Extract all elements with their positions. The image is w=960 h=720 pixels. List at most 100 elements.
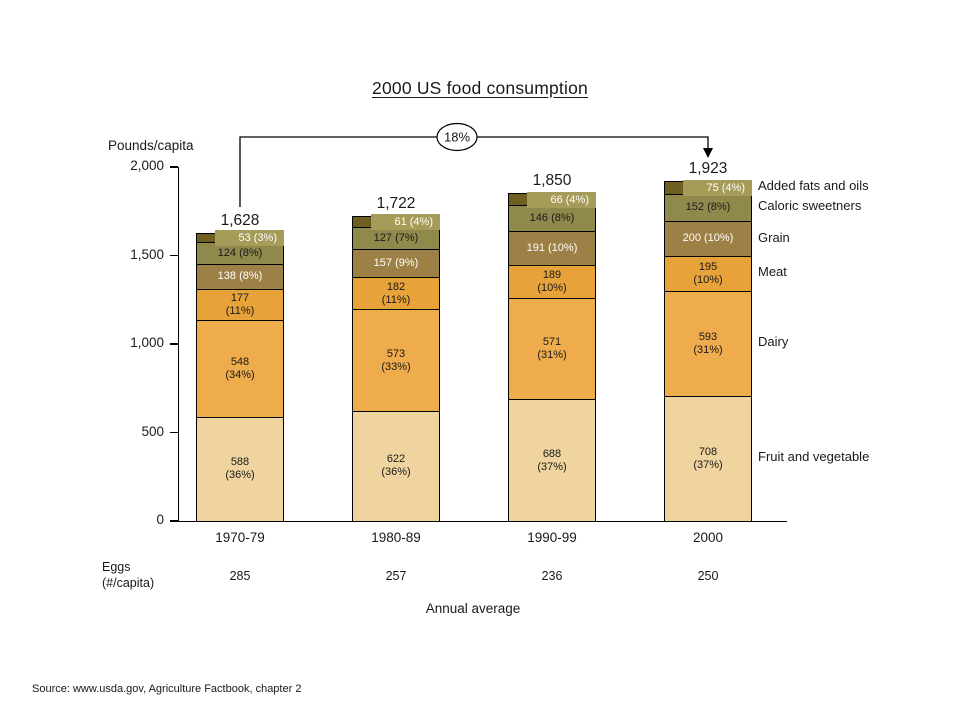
- segment-label: 571: [542, 336, 562, 349]
- segment-label: 622: [386, 453, 406, 466]
- bar: 66 (4%) 146 (8%) 191 (10%) 189 (10%) 571 (31%)…: [508, 191, 596, 522]
- y-tick-label: 2,000: [130, 158, 164, 173]
- bar-segment: 191 (10%): [508, 230, 596, 266]
- segment-label: 573: [386, 347, 406, 360]
- bar-segment: 573 (33%): [352, 309, 440, 412]
- segment-label: 152 (8%): [685, 201, 731, 214]
- y-tick-mark: [170, 254, 178, 257]
- legend-label: Fruit and vegetable: [758, 449, 870, 465]
- arrowhead-icon: [703, 148, 713, 158]
- segment-label: 61 (4%): [371, 214, 440, 231]
- x-axis-label: Annual average: [425, 601, 521, 616]
- legend-label: Caloric sweetners: [758, 198, 862, 214]
- segment-label: 688: [542, 447, 562, 460]
- segment-label: 124 (8%): [217, 247, 263, 260]
- chart-title: 2000 US food consumption: [0, 78, 960, 99]
- bar-segment: 75 (4%): [664, 179, 752, 196]
- bar: 61 (4%) 127 (7%) 157 (9%) 182 (11%) 573 (33%) 6…: [352, 214, 440, 522]
- y-tick-label: 0: [156, 512, 164, 527]
- bar-segment: 138 (8%): [196, 264, 284, 290]
- segment-label: (37%): [537, 460, 567, 473]
- segment-label: 593: [698, 330, 718, 343]
- bar: 53 (3%) 124 (8%) 138 (8%) 177 (11%) 548 (34%) 5…: [196, 230, 284, 522]
- eggs-value: 257: [385, 569, 407, 583]
- eggs-row-label: Eggs (#/capita): [102, 559, 154, 591]
- y-tick-mark: [170, 520, 178, 522]
- bar-segment: 200 (10%): [664, 220, 752, 258]
- segment-label: 708: [698, 445, 718, 458]
- x-category-label: 1970-79: [215, 530, 265, 545]
- segment-label: (31%): [693, 343, 723, 356]
- segment-label: (36%): [381, 466, 411, 479]
- segment-label: (36%): [225, 469, 255, 482]
- segment-label: 548: [230, 355, 250, 368]
- y-tick-mark: [170, 343, 178, 345]
- segment-label: (34%): [225, 368, 255, 381]
- segment-label: 200 (10%): [682, 232, 734, 245]
- total-label: 1,923: [688, 159, 728, 177]
- segment-label: (11%): [381, 293, 411, 306]
- chart-title-text: 2000 US food consumption: [372, 78, 588, 98]
- bar-segment: 53 (3%): [196, 230, 284, 247]
- y-axis-line: [177, 167, 179, 521]
- segment-label: 182: [386, 280, 406, 293]
- bar-segment: 152 (8%): [664, 193, 752, 222]
- eggs-value: 250: [697, 569, 719, 583]
- bar-segment: 688 (37%): [508, 399, 596, 522]
- bar-segment: 157 (9%): [352, 249, 440, 279]
- eggs-row-label-line1: Eggs: [102, 560, 131, 574]
- segment-label: 53 (3%): [215, 230, 284, 247]
- y-tick-label: 1,000: [130, 335, 164, 350]
- segment-label: (37%): [693, 458, 723, 471]
- bar-segment: 61 (4%): [352, 214, 440, 231]
- bar-segment: 182 (11%): [352, 277, 440, 311]
- segment-label: 191 (10%): [526, 241, 578, 254]
- eggs-value: 236: [541, 569, 563, 583]
- segment-label: 66 (4%): [527, 191, 596, 208]
- segment-label: 138 (8%): [217, 270, 263, 283]
- segment-label: (11%): [225, 304, 255, 317]
- segment-label: 146 (8%): [529, 211, 575, 224]
- segment-label: 157 (9%): [373, 257, 419, 270]
- bar-segment: 195 (10%): [664, 256, 752, 292]
- segment-label: 177: [230, 291, 250, 304]
- y-axis-label: Pounds/capita: [108, 138, 194, 153]
- bar: 75 (4%) 152 (8%) 200 (10%) 195 (10%) 593 (31%)…: [664, 179, 752, 522]
- bar-segment: 127 (7%): [352, 227, 440, 251]
- bar-segment: 593 (31%): [664, 290, 752, 397]
- bar-segment: 189 (10%): [508, 264, 596, 300]
- bar-segment: 146 (8%): [508, 205, 596, 232]
- legend-label: Added fats and oils: [758, 178, 869, 194]
- bar-segment: 588 (36%): [196, 416, 284, 522]
- segment-label: 127 (7%): [373, 232, 419, 245]
- bar-segment: 708 (37%): [664, 395, 752, 522]
- total-label: 1,850: [532, 172, 572, 190]
- y-tick-label: 1,500: [130, 246, 164, 262]
- y-tick-label: 500: [141, 423, 164, 439]
- x-category-label: 1980-89: [371, 530, 421, 545]
- source-note: Source: www.usda.gov, Agriculture Factbo…: [32, 683, 302, 695]
- legend-label: Grain: [758, 229, 790, 245]
- segment-label: 189: [542, 268, 562, 281]
- x-axis-line: [177, 520, 787, 522]
- total-label: 1,628: [220, 211, 260, 229]
- y-tick-mark: [170, 166, 178, 168]
- trend-annotation: 18%: [444, 130, 470, 145]
- total-label: 1,722: [376, 195, 416, 213]
- segment-label: (10%): [537, 281, 567, 294]
- eggs-value: 285: [229, 569, 251, 583]
- segment-label: (10%): [693, 273, 723, 286]
- segment-label: (33%): [381, 360, 411, 373]
- segment-label: (31%): [537, 349, 567, 362]
- bar-segment: 622 (36%): [352, 410, 440, 522]
- legend-label: Meat: [758, 264, 787, 280]
- y-tick-mark: [170, 431, 178, 434]
- bar-segment: 571 (31%): [508, 298, 596, 401]
- legend-label: Dairy: [758, 334, 789, 350]
- segment-label: 195: [698, 260, 718, 273]
- bar-segment: 548 (34%): [196, 319, 284, 418]
- eggs-row-label-line2: (#/capita): [102, 576, 155, 590]
- segment-label: 588: [230, 456, 250, 469]
- x-category-label: 2000: [692, 530, 724, 545]
